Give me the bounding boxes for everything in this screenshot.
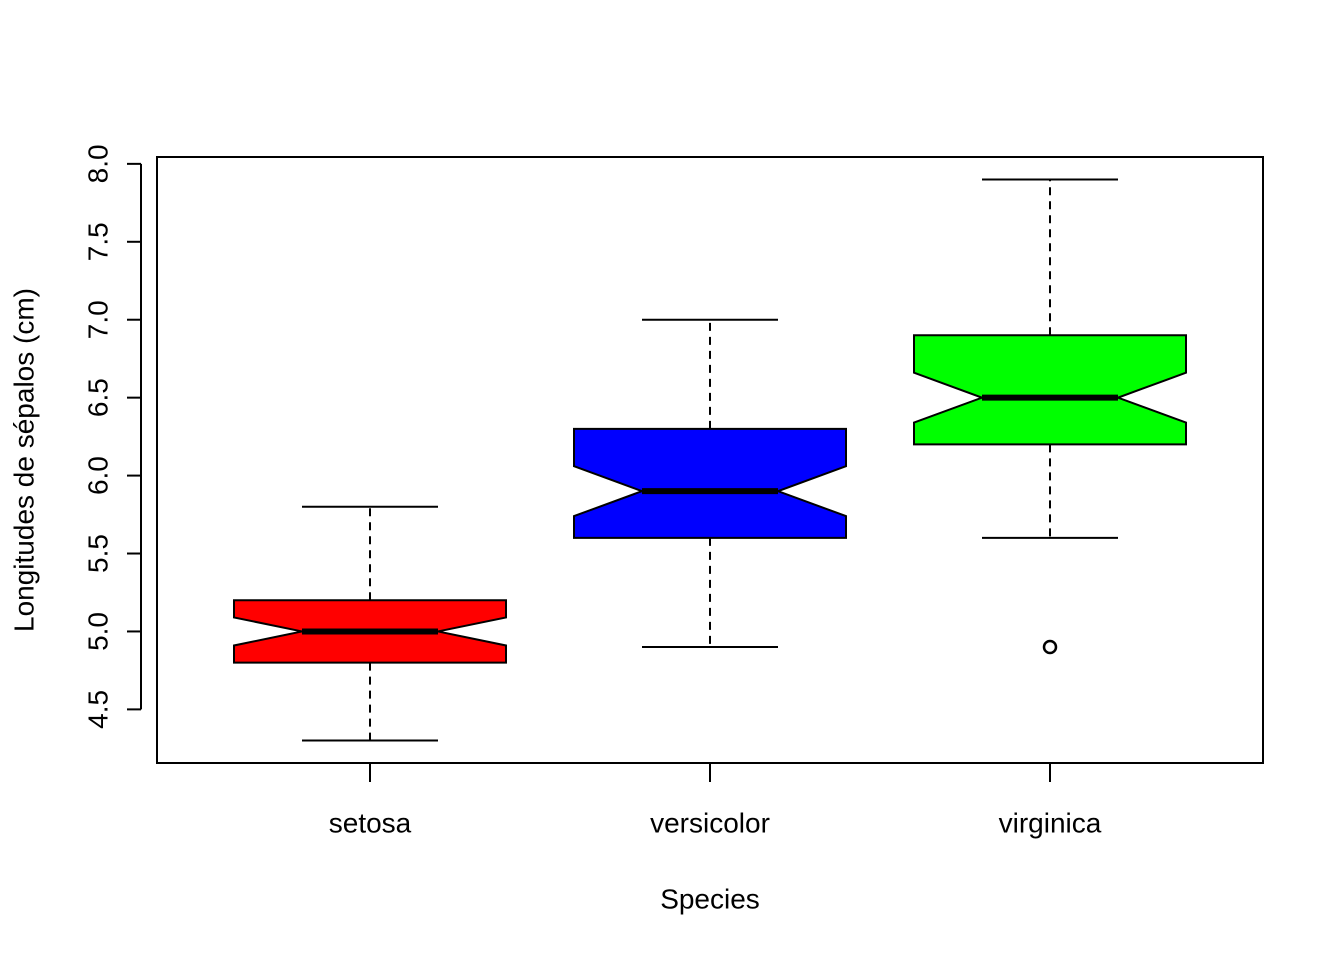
y-tick-label: 7.0 <box>82 300 113 339</box>
x-axis-label: Species <box>660 883 760 914</box>
y-tick-label: 4.5 <box>82 690 113 729</box>
y-tick-label: 5.5 <box>82 534 113 573</box>
y-tick-label: 8.0 <box>82 144 113 183</box>
outlier <box>1042 639 1058 655</box>
x-tick-label: setosa <box>329 807 412 838</box>
y-tick-label: 6.0 <box>82 456 113 495</box>
y-tick-label: 5.0 <box>82 612 113 651</box>
y-axis-label: Longitudes de sépalos (cm) <box>8 288 39 632</box>
box <box>573 427 847 539</box>
box <box>913 334 1187 446</box>
x-tick-label: versicolor <box>650 807 770 838</box>
y-tick-label: 6.5 <box>82 378 113 417</box>
y-tick-label: 7.5 <box>82 222 113 261</box>
x-tick-label: virginica <box>999 807 1102 838</box>
